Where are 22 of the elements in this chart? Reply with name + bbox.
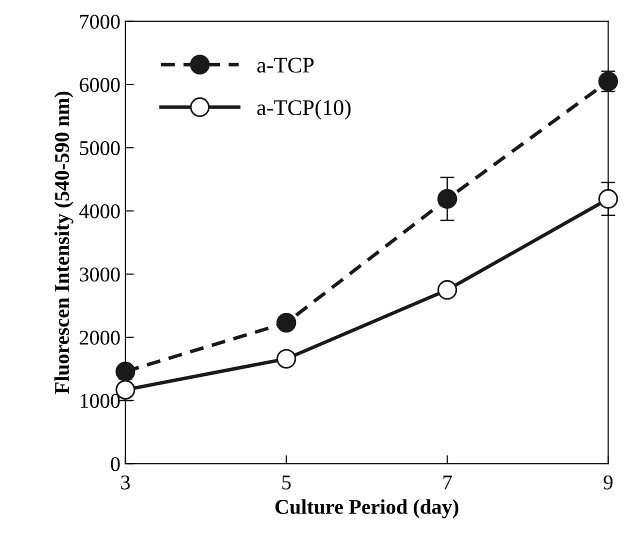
x-tick-label: 5 xyxy=(282,476,291,490)
y-axis-title: Fluorescen Intensity (540-590 nm) xyxy=(54,92,74,394)
point xyxy=(437,280,458,300)
y-tick-label: 0 xyxy=(110,457,120,472)
point xyxy=(276,348,296,369)
x-tick-label: 3 xyxy=(121,475,130,490)
point xyxy=(116,362,136,382)
x-tick-label: 7 xyxy=(443,476,452,490)
point xyxy=(276,312,296,333)
y-tick-label: 4000 xyxy=(79,204,120,218)
y-tick-label: 2000 xyxy=(80,330,120,345)
point xyxy=(598,189,618,209)
y-tick-label: 5000 xyxy=(80,141,120,156)
y-tick-label: 1000 xyxy=(80,394,120,408)
y-tick-label: 3000 xyxy=(80,267,120,282)
legend-label: a-TCP(10) xyxy=(257,100,351,120)
x-tick-label: 9 xyxy=(604,475,613,490)
x-axis-title: Culture Period (day) xyxy=(275,499,458,518)
point xyxy=(437,189,458,209)
y-tick-label: 6000 xyxy=(80,78,120,92)
y-tick-label: 7000 xyxy=(80,14,120,29)
legend-label: a-TCP xyxy=(257,58,314,73)
